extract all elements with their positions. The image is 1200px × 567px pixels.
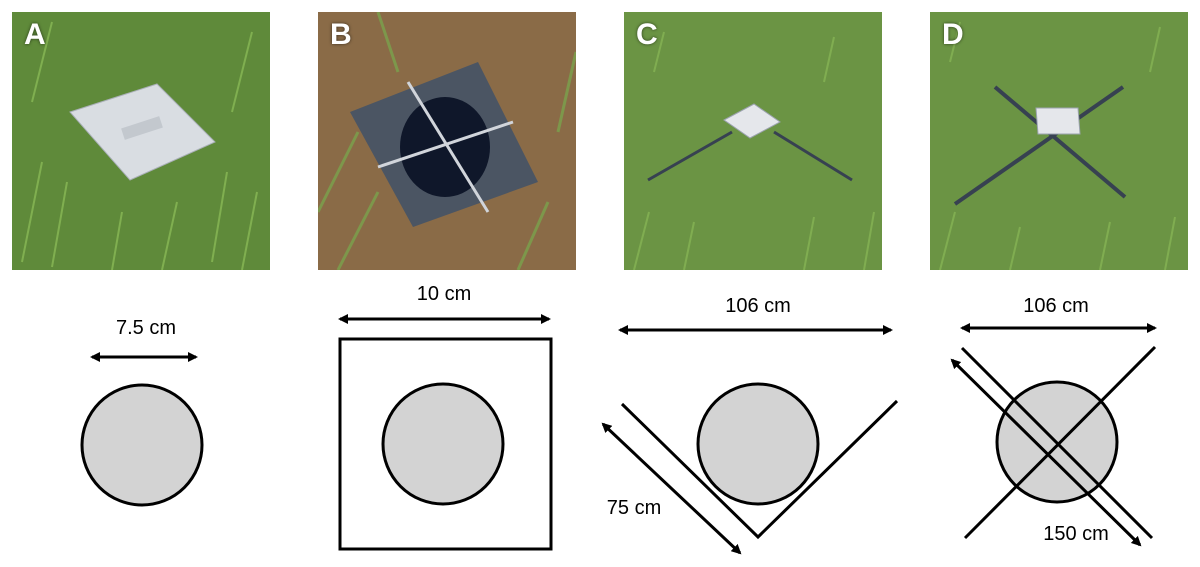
pitfall-trap-circle-a xyxy=(80,383,204,507)
pitfall-trap-with-plate-photo xyxy=(318,12,576,270)
fence-length-label-d: 150 cm xyxy=(1043,523,1109,545)
schematic-c: 106 cm 75 cm xyxy=(601,295,899,555)
photo-panel-d xyxy=(930,12,1188,270)
fence-length-arrow-c xyxy=(601,422,742,555)
pitfall-trap-circle-c xyxy=(696,382,820,506)
pitfall-trap-circle-b xyxy=(381,382,505,506)
schematic-d: 106 cm 150 cm xyxy=(950,295,1157,547)
panel-label-d: D xyxy=(942,18,964,51)
fence-length-arrow-d xyxy=(950,358,1142,547)
photo-panel-c xyxy=(624,12,882,270)
drift-fence-1-d xyxy=(960,346,1154,540)
fence-length-label-c: 75 cm xyxy=(607,497,661,519)
width-label-b: 10 cm xyxy=(417,283,471,305)
schematic-b: 10 cm xyxy=(338,283,553,551)
pitfall-trap-two-fences-photo xyxy=(624,12,882,270)
schematic-a: 7.5 cm xyxy=(80,317,204,507)
panel-label-a: A xyxy=(24,18,46,51)
panel-label-c: C xyxy=(636,18,658,51)
panel-label-b: B xyxy=(330,18,352,51)
photo-panel-b xyxy=(318,12,576,270)
diameter-label-a: 7.5 cm xyxy=(116,317,176,339)
drift-fence-2-d xyxy=(963,345,1157,540)
pitfall-trap-cross-fences-photo xyxy=(930,12,1188,270)
photo-panel-a xyxy=(12,12,270,270)
cover-plate-square-b xyxy=(338,337,553,551)
span-label-c: 106 cm xyxy=(725,295,791,317)
span-label-d: 106 cm xyxy=(1023,295,1089,317)
pitfall-trap-with-cover-photo xyxy=(12,12,270,270)
